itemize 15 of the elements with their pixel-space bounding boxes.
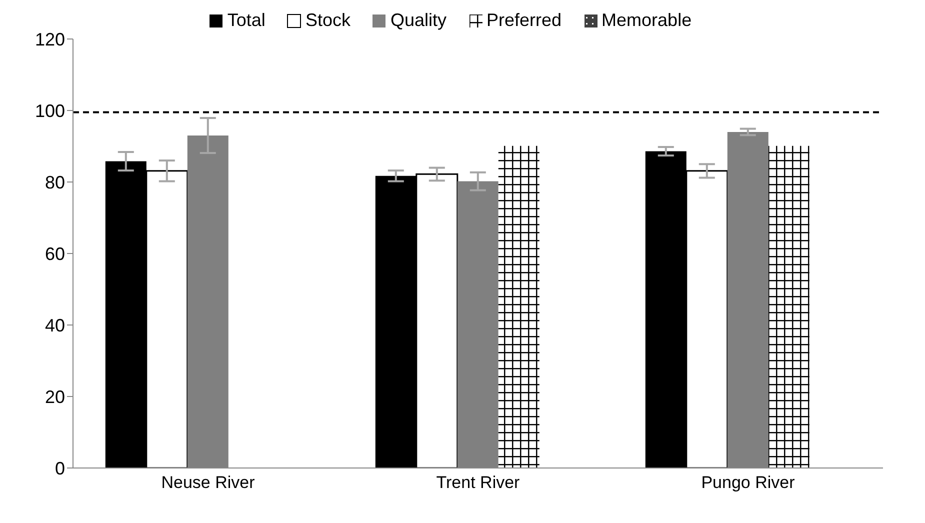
y-tick-label: 0 bbox=[54, 458, 65, 478]
y-tick-label: 20 bbox=[44, 386, 65, 407]
legend-label: Quality bbox=[390, 10, 446, 31]
legend-label: Memorable bbox=[602, 10, 692, 31]
x-tick-label: Neuse River bbox=[161, 473, 256, 492]
y-tick-label: 40 bbox=[44, 315, 65, 336]
x-tick-label: Trent River bbox=[436, 473, 520, 492]
y-tick-label: 120 bbox=[34, 29, 65, 50]
legend-label: Stock bbox=[305, 10, 350, 31]
y-tick-label: 60 bbox=[44, 244, 65, 264]
y-tick-label: 100 bbox=[34, 100, 65, 121]
y-tick-label: 80 bbox=[44, 172, 65, 192]
legend-label: Total bbox=[227, 10, 266, 31]
legend-label: Preferred bbox=[486, 10, 562, 31]
x-tick-label: Pungo River bbox=[701, 473, 796, 492]
